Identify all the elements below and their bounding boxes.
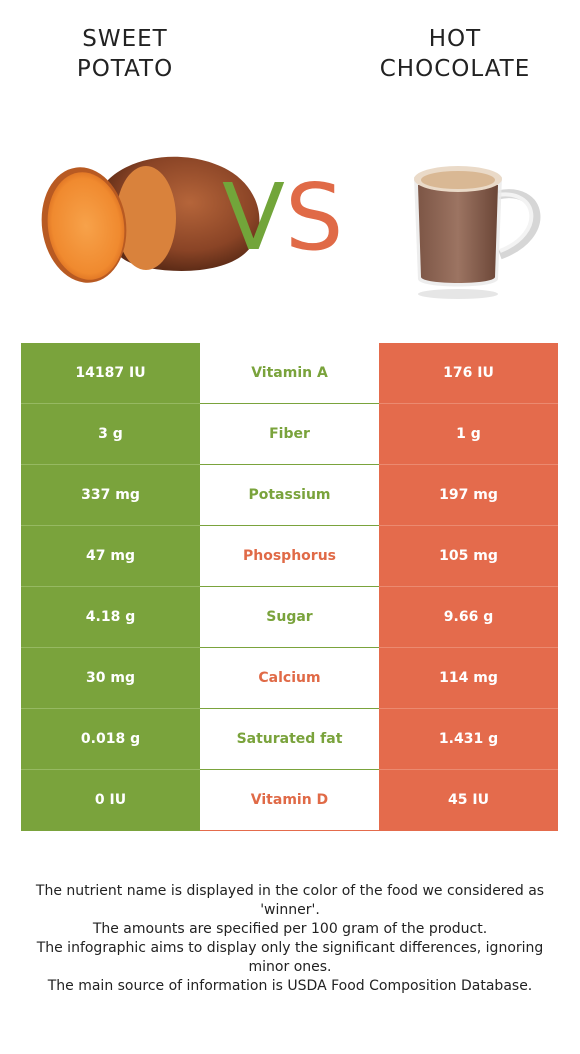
nutrient-name: Sugar [200, 586, 379, 648]
nutrient-name: Vitamin D [200, 769, 379, 831]
left-food-title-line2: POTATO [76, 56, 174, 82]
right-value: 197 mg [379, 464, 558, 526]
hot-chocolate-image [414, 166, 541, 299]
vs-label: VS [222, 168, 343, 268]
right-value: 105 mg [379, 525, 558, 587]
left-food-title: SWEET POTATO [15, 24, 235, 84]
footer-line-2: The amounts are specified per 100 gram o… [92, 921, 488, 937]
left-value: 4.18 g [21, 586, 200, 648]
footer-line-3: The infographic aims to display only the… [36, 940, 544, 975]
table-row: 337 mg Potassium 197 mg [21, 464, 558, 526]
nutrient-name: Calcium [200, 647, 379, 709]
right-value: 45 IU [379, 769, 558, 831]
footer-line-4: The main source of information is USDA F… [47, 978, 533, 994]
left-value: 337 mg [21, 464, 200, 526]
left-value: 14187 IU [21, 343, 200, 404]
left-value: 3 g [21, 403, 200, 465]
footer-notes: The nutrient name is displayed in the co… [16, 882, 564, 996]
nutrient-name: Potassium [200, 464, 379, 526]
table-row: 0 IU Vitamin D 45 IU [21, 769, 558, 831]
right-food-title: HOT CHOCOLATE [345, 24, 565, 84]
comparison-table: 14187 IU Vitamin A 176 IU 3 g Fiber 1 g 337 mg… [21, 343, 558, 831]
sweet-potato-image [41, 156, 260, 283]
right-value: 1.431 g [379, 708, 558, 770]
left-value: 0.018 g [21, 708, 200, 770]
right-food-title-line2: CHOCOLATE [379, 56, 531, 82]
table-row: 3 g Fiber 1 g [21, 403, 558, 465]
right-value: 114 mg [379, 647, 558, 709]
right-value: 9.66 g [379, 586, 558, 648]
nutrient-name: Phosphorus [200, 525, 379, 587]
right-food-title-line1: HOT [428, 26, 482, 52]
footer-line-1: The nutrient name is displayed in the co… [35, 883, 545, 918]
vs-letter-s: S [284, 164, 344, 271]
nutrient-name: Fiber [200, 403, 379, 465]
right-value: 176 IU [379, 343, 558, 404]
table-row: 0.018 g Saturated fat 1.431 g [21, 708, 558, 770]
table-row: 4.18 g Sugar 9.66 g [21, 586, 558, 648]
right-value: 1 g [379, 403, 558, 465]
table-row: 47 mg Phosphorus 105 mg [21, 525, 558, 587]
left-food-title-line1: SWEET [82, 26, 168, 52]
nutrient-name: Vitamin A [200, 343, 379, 404]
left-value: 47 mg [21, 525, 200, 587]
nutrient-name: Saturated fat [200, 708, 379, 770]
vs-letter-v: V [222, 164, 285, 271]
table-row: 30 mg Calcium 114 mg [21, 647, 558, 709]
table-row: 14187 IU Vitamin A 176 IU [21, 343, 558, 404]
left-value: 30 mg [21, 647, 200, 709]
left-value: 0 IU [21, 769, 200, 831]
